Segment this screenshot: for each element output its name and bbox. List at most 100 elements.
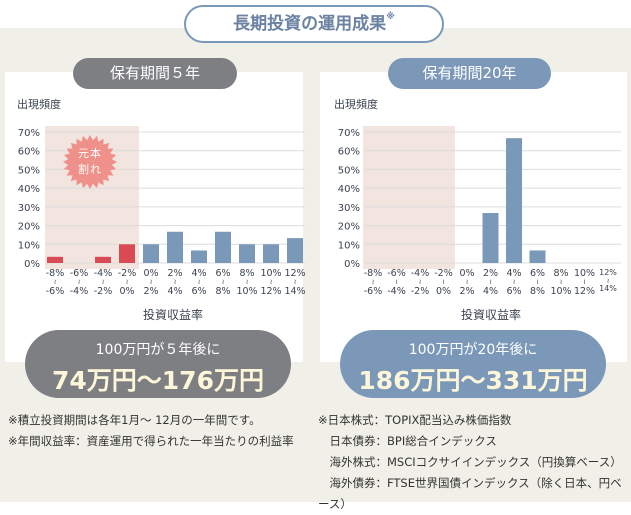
bar xyxy=(239,244,255,263)
y-tick-label: 40% xyxy=(18,184,40,195)
x-tick-tilde: ≀ xyxy=(102,278,105,286)
x-tick-tilde: ≀ xyxy=(419,278,422,286)
x-tick-tilde: ≀ xyxy=(489,278,492,286)
result-20yr-caption: 100万円が20年後に xyxy=(408,342,538,358)
page-title: 長期投資の運用成果※ xyxy=(184,5,444,43)
x-tick-label-from: 10% xyxy=(260,268,281,279)
result-5yr-range: 74万円〜176万円 xyxy=(52,366,264,395)
x-tick-tilde: ≀ xyxy=(246,278,249,286)
x-tick-tilde: ≀ xyxy=(607,277,610,285)
x-tick-label-to: 4% xyxy=(483,286,498,297)
y-tick-label: 50% xyxy=(338,165,360,176)
x-tick-label-to: 0% xyxy=(436,286,451,297)
x-tick-label-from: -2% xyxy=(118,268,137,279)
note-line: ※日本株式：TOPIX配当込み株価指数 xyxy=(318,413,512,427)
x-tick-label-from: -4% xyxy=(411,268,430,279)
x-tick-label-to: 2% xyxy=(459,286,474,297)
y-axis-title: 出現頻度 xyxy=(334,97,378,111)
x-axis-title: 投資収益率 xyxy=(461,307,521,322)
x-tick-label-from: 0% xyxy=(459,268,474,279)
result-20yr-range: 186万円〜331万円 xyxy=(358,366,588,395)
x-tick-tilde: ≀ xyxy=(294,278,297,286)
x-tick-tilde: ≀ xyxy=(198,278,201,286)
x-tick-label-from: 6% xyxy=(530,268,545,279)
x-tick-tilde: ≀ xyxy=(126,278,129,286)
x-tick-label-from: -8% xyxy=(364,268,383,279)
x-tick-label-from: 0% xyxy=(143,268,158,279)
result-20yr: 100万円が20年後に 186万円〜331万円 xyxy=(340,330,606,398)
bar xyxy=(119,244,135,263)
bar xyxy=(506,138,522,263)
y-tick-label: 10% xyxy=(18,240,40,251)
x-tick-label-to: -4% xyxy=(387,286,406,297)
x-tick-label-from: 10% xyxy=(574,268,595,279)
x-tick-label-to: 10% xyxy=(236,286,257,297)
period-label-20yr: 保有期間20年 xyxy=(388,58,551,89)
x-tick-label-to: 0% xyxy=(119,286,134,297)
x-tick-tilde: ≀ xyxy=(270,278,273,286)
x-tick-label-from: 2% xyxy=(167,268,182,279)
note-line: 海外債券：FTSE世界国債インデックス（除く日本、円ベース） xyxy=(318,476,622,511)
x-tick-label-to: 6% xyxy=(506,286,521,297)
result-5yr-caption: 100万円が５年後に xyxy=(95,342,221,358)
x-tick-label-to: 12% xyxy=(260,286,281,297)
x-tick-label-from: -4% xyxy=(94,268,113,279)
result-5yr: 100万円が５年後に 74万円〜176万円 xyxy=(25,330,291,398)
x-tick-label-to: 2% xyxy=(143,286,158,297)
x-tick-label-from: 4% xyxy=(191,268,206,279)
notes-right: ※日本株式：TOPIX配当込み株価指数 日本債券：BPI総合インデックス 海外株… xyxy=(318,410,631,515)
bar xyxy=(167,231,183,263)
x-tick-tilde: ≀ xyxy=(466,278,469,286)
x-tick-tilde: ≀ xyxy=(54,278,57,286)
x-tick-label-to: 4% xyxy=(167,286,182,297)
x-tick-label-to: -6% xyxy=(46,286,65,297)
x-tick-label-from: -6% xyxy=(70,268,89,279)
x-tick-tilde: ≀ xyxy=(372,278,375,286)
y-tick-label: 40% xyxy=(338,184,360,195)
x-axis-title: 投資収益率 xyxy=(143,307,203,322)
x-tick-tilde: ≀ xyxy=(583,278,586,286)
x-tick-label-to: 14% xyxy=(284,286,305,297)
bar xyxy=(215,231,231,263)
bar xyxy=(482,213,499,263)
chart-5yr: 出現頻度0%10%20%30%40%50%60%70%-8%≀-6%-6%≀-4… xyxy=(17,97,306,322)
x-tick-tilde: ≀ xyxy=(560,278,563,286)
x-tick-tilde: ≀ xyxy=(174,278,177,286)
title-note-mark: ※ xyxy=(386,12,395,22)
loss-zone xyxy=(363,126,455,269)
x-tick-tilde: ≀ xyxy=(442,278,445,286)
x-tick-tilde: ≀ xyxy=(513,278,516,286)
x-tick-label-from: 12% xyxy=(599,268,617,277)
notes-left: ※積立投資期間は各年1月～ 12月の一年間です。 ※年間収益率：資産運用で得られ… xyxy=(8,410,294,452)
loss-badge-starburst xyxy=(63,135,117,189)
bar xyxy=(263,244,279,263)
bar xyxy=(95,256,111,263)
x-tick-label-to: 14% xyxy=(599,284,617,293)
y-tick-label: 0% xyxy=(344,259,360,270)
x-tick-tilde: ≀ xyxy=(78,278,81,286)
x-tick-label-to: -2% xyxy=(94,286,113,297)
y-tick-label: 70% xyxy=(18,128,40,139)
y-tick-label: 20% xyxy=(18,222,40,233)
x-tick-label-to: -2% xyxy=(411,286,430,297)
x-tick-label-from: 8% xyxy=(239,268,254,279)
y-axis-title: 出現頻度 xyxy=(17,97,61,111)
note-line: ※年間収益率：資産運用で得られた一年当たりの利益率 xyxy=(8,434,294,448)
x-tick-tilde: ≀ xyxy=(395,278,398,286)
x-tick-tilde: ≀ xyxy=(222,278,225,286)
y-tick-label: 20% xyxy=(338,222,360,233)
x-tick-label-from: 6% xyxy=(215,268,230,279)
y-tick-label: 50% xyxy=(18,165,40,176)
y-tick-label: 30% xyxy=(18,203,40,214)
y-tick-label: 30% xyxy=(338,203,360,214)
y-tick-label: 10% xyxy=(338,240,360,251)
y-tick-label: 0% xyxy=(24,259,40,270)
title-text: 長期投資の運用成果 xyxy=(233,14,387,34)
x-tick-label-from: -2% xyxy=(434,268,453,279)
x-tick-label-to: 12% xyxy=(574,286,595,297)
note-line: 海外株式：MSCIコクサイインデックス（円換算ベース） xyxy=(318,455,622,469)
y-tick-label: 70% xyxy=(338,128,360,139)
y-tick-label: 60% xyxy=(338,147,360,158)
x-tick-label-from: 8% xyxy=(553,268,568,279)
x-tick-label-from: 4% xyxy=(506,268,521,279)
